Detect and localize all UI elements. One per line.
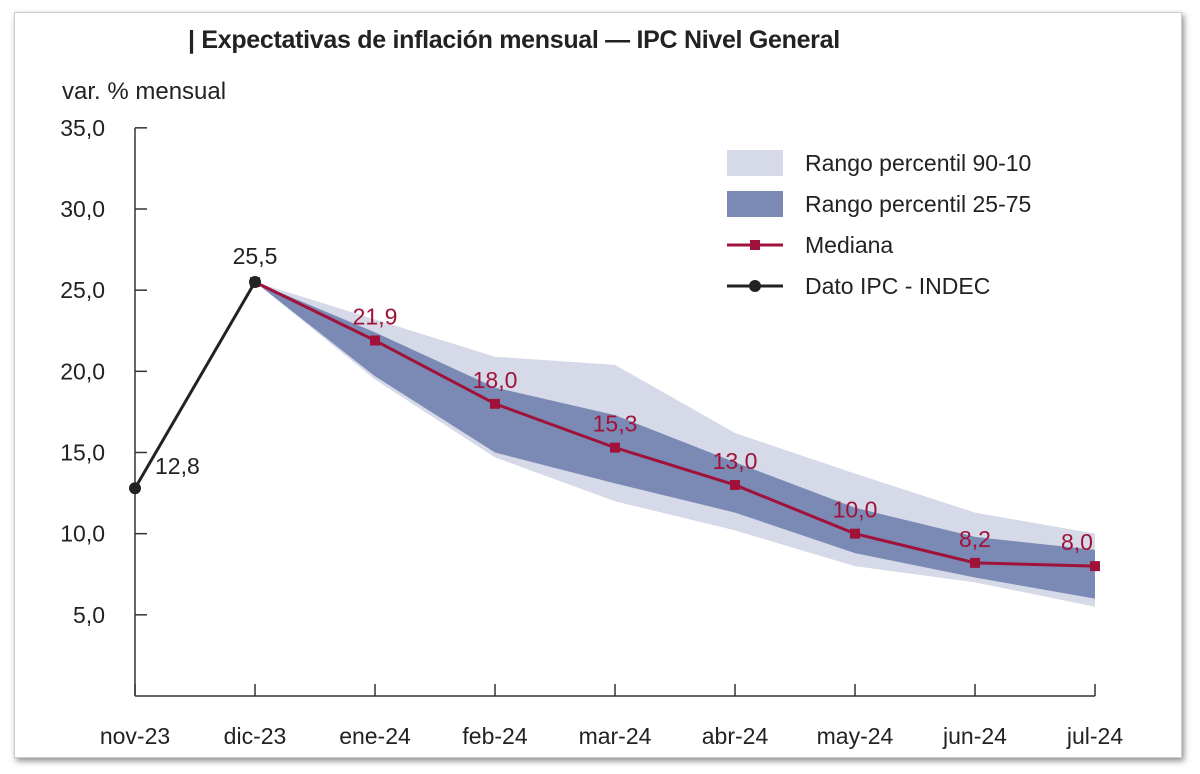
ipc-marker [129,482,141,495]
y-tick-label: 35,0 [60,115,105,141]
legend-marker [750,240,760,250]
ipc-data-label: 25,5 [233,243,278,269]
median-data-label: 8,2 [959,526,991,552]
median-data-label: 15,3 [593,411,638,437]
chart-title: | Expectativas de inflación mensual — IP… [188,26,840,54]
median-data-label: 13,0 [713,448,758,474]
x-tick-label: nov-23 [100,723,170,749]
x-tick-label: jul-24 [1066,723,1123,749]
x-tick-label: may-24 [817,723,894,749]
median-marker [850,528,860,539]
median-marker [370,335,380,346]
median-line [254,280,1096,568]
band-p25-75 [255,282,1095,599]
median-data-label: 8,0 [1061,529,1093,555]
legend-label: Rango percentil 25-75 [805,191,1031,217]
x-tick-label: abr-24 [702,723,769,749]
x-tick-label: jun-24 [942,723,1007,749]
median-marker [1090,561,1100,572]
ipc-line [133,281,257,489]
legend: Rango percentil 90-10 Rango percentil 25-… [727,150,1031,299]
median-marker [730,479,740,490]
legend-label: Rango percentil 90-10 [805,150,1031,176]
median-data-label: 10,0 [833,497,878,523]
x-tick-label: dic-23 [224,723,287,749]
ipc-data-label: 12,8 [155,453,200,479]
y-tick-label: 5,0 [73,602,105,628]
legend-swatch [727,191,783,217]
y-tick-label: 25,0 [60,277,105,303]
median-marker [970,557,980,568]
median-data-label: 21,9 [353,303,398,329]
median-marker [490,398,500,409]
legend-marker [749,280,761,292]
median-data-label: 18,0 [473,367,518,393]
y-tick-label: 10,0 [60,521,105,547]
legend-label: Dato IPC - INDEC [805,273,990,299]
y-tick-label: 30,0 [60,196,105,222]
x-tick-label: mar-24 [579,723,652,749]
legend-label: Mediana [805,232,893,258]
legend-swatch [727,150,783,176]
y-axis-label: var. % mensual [62,78,227,105]
y-tick-label: 15,0 [60,440,105,466]
y-tick-label: 20,0 [60,358,105,384]
ipc-marker [249,276,261,289]
x-tick-label: feb-24 [462,723,527,749]
x-tick-label: ene-24 [339,723,411,749]
median-marker [610,442,620,453]
